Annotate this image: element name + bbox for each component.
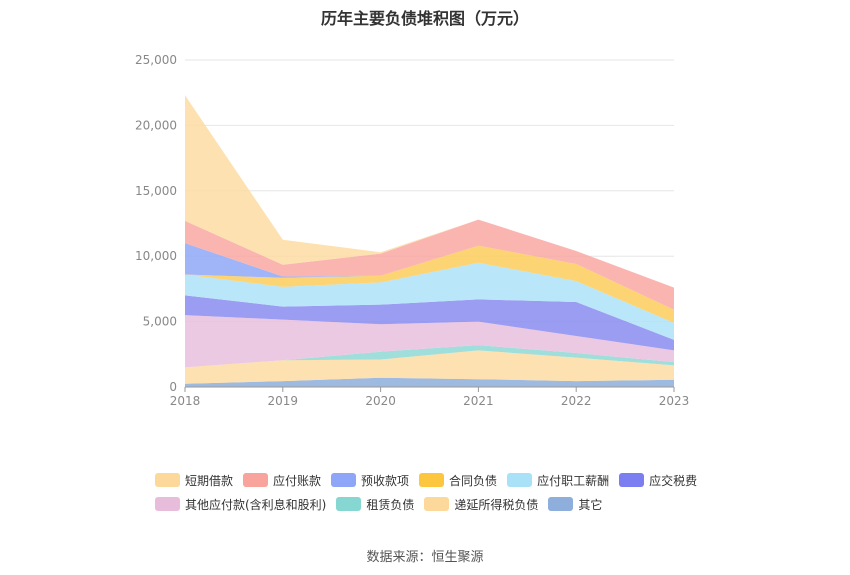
- legend-row: 短期借款 应付账款 预收款项 合同负债 应付职工薪酬 应交税费: [155, 472, 755, 488]
- area-其它: [185, 377, 674, 387]
- legend-label: 合同负债: [449, 473, 498, 488]
- legend-item[interactable]: 应交税费: [619, 472, 697, 488]
- area-应付职工薪酬: [185, 262, 674, 340]
- legend-swatch: [507, 473, 533, 487]
- legend-row: 其他应付款(含利息和股利) 租赁负债 递延所得税负债 其它: [155, 496, 755, 512]
- legend-label: 租赁负债: [366, 497, 415, 512]
- area-递延所得税负债: [185, 350, 674, 384]
- y-tick-label: 20,000: [135, 118, 177, 132]
- legend-swatch: [155, 473, 180, 487]
- legend-item[interactable]: 其他应付款(含利息和股利): [155, 496, 326, 512]
- legend-swatch: [548, 497, 574, 511]
- legend-label: 短期借款: [185, 473, 234, 488]
- area-合同负债: [185, 245, 674, 323]
- legend-label: 其它: [578, 497, 603, 512]
- area-其他应付款(含利息和股利): [185, 315, 674, 368]
- legend-item[interactable]: 短期借款: [155, 472, 233, 488]
- legend-item[interactable]: 递延所得税负债: [424, 496, 538, 512]
- x-tick-label: 2020: [365, 394, 396, 408]
- y-tick-label: 10,000: [135, 249, 177, 263]
- legend-item[interactable]: 合同负债: [419, 472, 497, 488]
- legend: 短期借款 应付账款 预收款项 合同负债 应付职工薪酬 应交税费 其他应付款(含利息和股利)…: [155, 472, 755, 520]
- x-tick-label: 2021: [463, 394, 494, 408]
- area-series: [185, 95, 674, 387]
- x-tick-label: 2019: [268, 394, 299, 408]
- legend-item[interactable]: 租赁负债: [336, 496, 414, 512]
- legend-swatch: [336, 497, 362, 511]
- stacked-area-chart: 0 5,000 10,000 15,000 20,000 25,000 2018 2019 20…: [135, 53, 689, 408]
- legend-item[interactable]: 应付账款: [243, 472, 321, 488]
- source-note: 数据来源：恒生聚源: [366, 550, 484, 565]
- y-tick-label: 5,000: [143, 315, 177, 329]
- axes: 0 5,000 10,000 15,000 20,000 25,000 2018 2019 20…: [135, 53, 689, 408]
- legend-swatch: [619, 473, 645, 487]
- legend-label: 应付职工薪酬: [537, 473, 610, 488]
- y-tick-label: 25,000: [135, 53, 177, 67]
- legend-label: 递延所得税负债: [454, 497, 539, 512]
- legend-label: 预收款项: [361, 473, 410, 488]
- legend-swatch: [155, 497, 180, 511]
- y-tick-label: 0: [169, 380, 177, 394]
- legend-item[interactable]: 其它: [548, 496, 602, 512]
- legend-item[interactable]: 应付职工薪酬: [507, 472, 609, 488]
- legend-label: 应付账款: [273, 473, 322, 488]
- legend-item[interactable]: 预收款项: [331, 472, 409, 488]
- legend-swatch: [424, 497, 450, 511]
- x-tick-label: 2022: [561, 394, 592, 408]
- x-tick-label: 2018: [170, 394, 201, 408]
- legend-label: 应交税费: [649, 473, 698, 488]
- legend-swatch: [419, 473, 445, 487]
- chart-title: 历年主要负债堆积图（万元）: [320, 9, 529, 28]
- area-应交税费: [185, 295, 674, 351]
- legend-swatch: [331, 473, 357, 487]
- legend-swatch: [243, 473, 269, 487]
- y-tick-label: 15,000: [135, 184, 177, 198]
- area-租赁负债: [185, 345, 674, 368]
- x-tick-label: 2023: [659, 394, 690, 408]
- legend-label: 其他应付款(含利息和股利): [185, 497, 327, 512]
